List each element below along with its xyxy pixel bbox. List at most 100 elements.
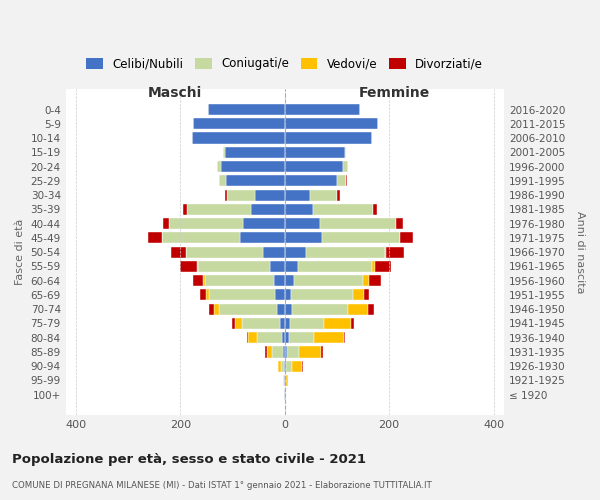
Bar: [254, 190, 285, 200]
Bar: [285, 318, 290, 329]
Bar: [285, 218, 320, 229]
Bar: [285, 204, 313, 215]
Bar: [364, 290, 370, 300]
Bar: [218, 304, 277, 315]
Bar: [314, 332, 344, 344]
Bar: [214, 304, 218, 315]
Bar: [321, 346, 323, 358]
Bar: [282, 332, 285, 344]
Bar: [163, 218, 169, 229]
Bar: [225, 146, 285, 158]
Bar: [302, 360, 303, 372]
Bar: [285, 232, 322, 243]
Bar: [286, 375, 289, 386]
Bar: [217, 161, 221, 172]
Bar: [353, 290, 364, 300]
Bar: [285, 360, 286, 372]
Bar: [162, 232, 241, 243]
Bar: [275, 290, 285, 300]
Bar: [185, 246, 263, 258]
Bar: [285, 246, 305, 258]
Bar: [310, 190, 337, 200]
Bar: [263, 246, 285, 258]
Bar: [251, 204, 285, 215]
Bar: [181, 261, 197, 272]
Bar: [351, 318, 353, 329]
Bar: [373, 204, 377, 215]
Bar: [368, 304, 374, 315]
Bar: [285, 275, 294, 286]
Bar: [193, 275, 203, 286]
Bar: [396, 218, 403, 229]
Bar: [305, 246, 385, 258]
Bar: [346, 176, 347, 186]
Bar: [270, 261, 285, 272]
Bar: [278, 360, 281, 372]
Bar: [197, 261, 198, 272]
Bar: [277, 304, 285, 315]
Bar: [285, 161, 343, 172]
Bar: [313, 204, 373, 215]
Bar: [225, 190, 227, 200]
Bar: [344, 332, 346, 344]
Bar: [208, 104, 285, 115]
Legend: Celibi/Nubili, Coniugati/e, Vedovi/e, Divorziati/e: Celibi/Nubili, Coniugati/e, Vedovi/e, Di…: [82, 52, 488, 75]
Bar: [200, 290, 206, 300]
Bar: [291, 290, 353, 300]
Bar: [285, 346, 287, 358]
Bar: [171, 246, 185, 258]
Bar: [148, 232, 162, 243]
Bar: [285, 332, 289, 344]
Bar: [373, 261, 375, 272]
Bar: [385, 246, 386, 258]
Text: COMUNE DI PREGNANA MILANESE (MI) - Dati ISTAT 1° gennaio 2021 - Elaborazione TUT: COMUNE DI PREGNANA MILANESE (MI) - Dati …: [12, 481, 432, 490]
Bar: [343, 161, 349, 172]
Bar: [248, 332, 257, 344]
Bar: [285, 176, 337, 186]
Bar: [203, 275, 205, 286]
Bar: [285, 304, 292, 315]
Bar: [337, 190, 340, 200]
Bar: [298, 261, 373, 272]
Bar: [375, 261, 391, 272]
Bar: [242, 318, 280, 329]
Bar: [192, 132, 285, 143]
Bar: [193, 118, 285, 130]
Bar: [290, 318, 324, 329]
Bar: [205, 275, 274, 286]
Bar: [283, 375, 284, 386]
Bar: [363, 275, 370, 286]
Bar: [281, 360, 284, 372]
Bar: [187, 204, 251, 215]
Bar: [232, 318, 235, 329]
Bar: [299, 346, 321, 358]
Bar: [337, 176, 346, 186]
Bar: [285, 132, 373, 143]
Bar: [289, 332, 314, 344]
Bar: [285, 104, 361, 115]
Text: Maschi: Maschi: [148, 86, 202, 100]
Bar: [169, 218, 243, 229]
Bar: [284, 360, 285, 372]
Bar: [286, 360, 292, 372]
Bar: [183, 204, 187, 215]
Bar: [287, 346, 299, 358]
Bar: [227, 190, 254, 200]
Bar: [243, 218, 285, 229]
Bar: [226, 176, 285, 186]
Text: Femmine: Femmine: [359, 86, 430, 100]
Bar: [285, 290, 291, 300]
Bar: [285, 190, 310, 200]
Bar: [322, 232, 400, 243]
Bar: [386, 246, 404, 258]
Bar: [283, 346, 285, 358]
Bar: [206, 290, 209, 300]
Bar: [370, 275, 381, 286]
Y-axis label: Fasce di età: Fasce di età: [15, 219, 25, 286]
Bar: [221, 161, 285, 172]
Y-axis label: Anni di nascita: Anni di nascita: [575, 211, 585, 294]
Bar: [235, 318, 242, 329]
Bar: [285, 261, 298, 272]
Bar: [349, 304, 368, 315]
Bar: [219, 176, 226, 186]
